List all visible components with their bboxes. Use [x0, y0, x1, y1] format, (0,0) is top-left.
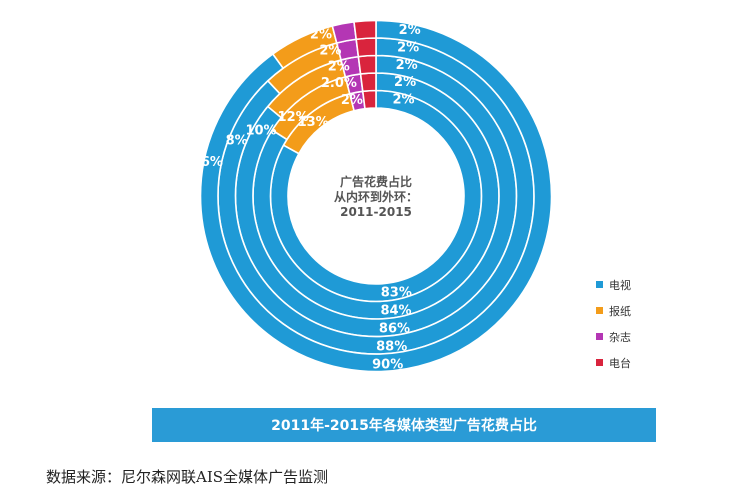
ring-2013-tv-label: 86% — [379, 321, 410, 336]
legend-swatch-magazine — [596, 333, 603, 340]
ring-2014-tv-label: 88% — [376, 339, 407, 354]
ring-2014-radio-segment — [355, 37, 377, 58]
legend-label-newspaper: 报纸 — [609, 304, 631, 318]
center-label-line-3: 2011-2015 — [340, 205, 412, 219]
ring-2014-newspaper-label: 8% — [226, 134, 248, 149]
ring-2012-magazine-label: 2.0% — [321, 76, 357, 91]
ring-2011-newspaper-label: 13% — [298, 115, 329, 130]
ring-2015-tv-label: 90% — [372, 357, 403, 372]
ring-2011-radio-label: 2% — [393, 93, 415, 108]
ring-2012-radio-segment — [359, 72, 377, 93]
ring-2015-radio-label: 2% — [399, 23, 421, 38]
legend-swatch-radio — [596, 359, 603, 366]
ring-2012-tv-label: 84% — [380, 303, 411, 318]
ring-2014-radio-label: 2% — [397, 40, 419, 55]
legend-swatch-tv — [596, 281, 603, 288]
center-label-line-1: 广告花费占比 — [340, 174, 412, 189]
ring-2011-tv-label: 83% — [381, 286, 412, 301]
ring-2011-magazine-label: 2% — [341, 93, 363, 108]
legend-label-tv: 电视 — [609, 278, 631, 292]
ring-2015-radio-segment — [353, 19, 377, 41]
ring-2015-magazine-segment — [331, 20, 358, 44]
ring-2015-tv-segment — [199, 19, 553, 373]
center-label-line-2: 从内环到外环： — [334, 189, 418, 204]
chart-title-banner: 2011年-2015年各媒体类型广告花费占比 — [152, 408, 656, 442]
ring-2013-magazine-label: 2% — [328, 59, 350, 74]
legend-label-magazine: 杂志 — [609, 331, 631, 344]
ring-2013-radio-label: 2% — [396, 58, 418, 73]
ring-2011-radio-segment — [361, 89, 377, 110]
source-note: 数据来源：尼尔森网联AIS全媒体广告监测 — [46, 468, 329, 486]
legend-swatch-newspaper — [596, 307, 603, 314]
ring-2013-radio-segment — [357, 54, 377, 75]
ring-2015-newspaper-label: 6% — [201, 155, 223, 170]
ring-2015-magazine-label: 2% — [310, 28, 332, 43]
ring-2012-radio-label: 2% — [394, 75, 416, 90]
legend-label-radio: 电台 — [609, 356, 631, 370]
ring-2013-newspaper-label: 10% — [245, 124, 276, 139]
ring-2014-magazine-label: 2% — [319, 43, 341, 58]
ring-2012-newspaper-label: 12% — [278, 110, 309, 125]
